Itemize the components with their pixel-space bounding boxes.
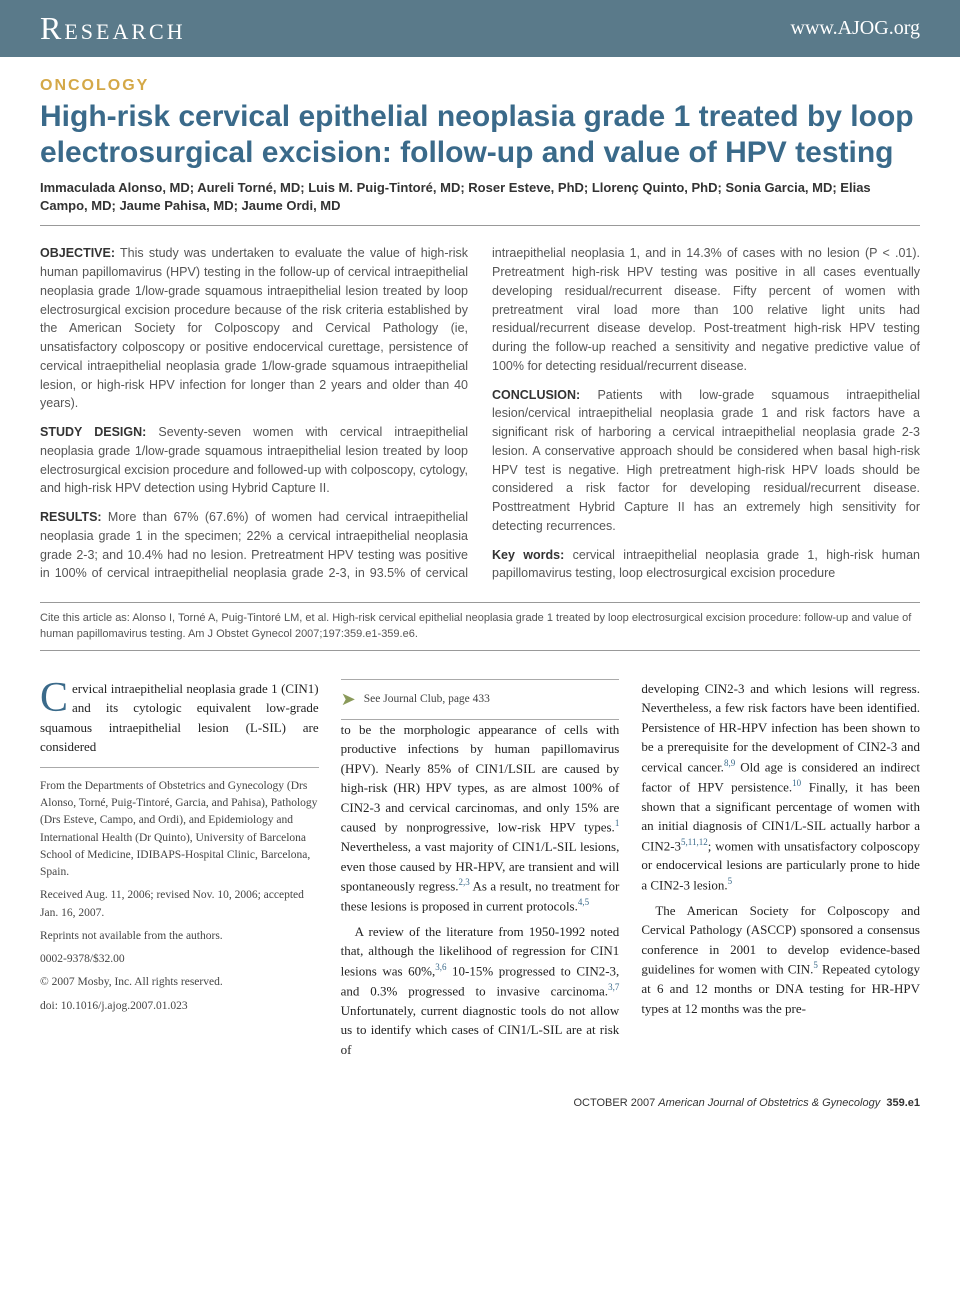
footer-issue: OCTOBER 2007 <box>573 1097 655 1109</box>
body-p1-text: ervical intraepithelial neoplasia grade … <box>40 681 319 755</box>
abstract-study-design: STUDY DESIGN: Seventy-seven women with c… <box>40 423 468 498</box>
article-content: ONCOLOGY High-risk cervical epithelial n… <box>0 57 960 1089</box>
body-p2: to be the morphologic appearance of cell… <box>341 720 620 916</box>
results-heading: RESULTS: <box>40 510 102 524</box>
abstract-conclusion: CONCLUSION: Patients with low-grade squa… <box>492 386 920 536</box>
journal-club-text: See Journal Club, page 433 <box>364 691 490 708</box>
ref-89[interactable]: 8,9 <box>724 758 735 768</box>
arrow-icon: ➤ <box>341 686 356 713</box>
category-label: ONCOLOGY <box>40 77 920 95</box>
footer-journal: American Journal of Obstetrics & Gynecol… <box>658 1097 880 1109</box>
ref-36[interactable]: 3,6 <box>435 962 446 972</box>
abstract-keywords: Key words: cervical intraepithelial neop… <box>492 546 920 584</box>
ref-1[interactable]: 1 <box>615 818 620 828</box>
affil-issn: 0002-9378/$32.00 <box>40 951 319 968</box>
divider <box>40 225 920 226</box>
journal-header: Research www.AJOG.org <box>0 0 960 57</box>
affil-reprints: Reprints not available from the authors. <box>40 928 319 945</box>
author-list: Immaculada Alonso, MD; Aureli Torné, MD;… <box>40 179 920 215</box>
ref-37[interactable]: 3,7 <box>608 982 619 992</box>
study-heading: STUDY DESIGN: <box>40 425 146 439</box>
ref-45[interactable]: 4,5 <box>578 897 589 907</box>
article-title: High-risk cervical epithelial neoplasia … <box>40 99 920 171</box>
affil-doi: doi: 10.1016/j.ajog.2007.01.023 <box>40 998 319 1015</box>
ref-23[interactable]: 2,3 <box>459 877 470 887</box>
ref-51112[interactable]: 5,11,12 <box>681 837 708 847</box>
journal-club-link[interactable]: ➤ See Journal Club, page 433 <box>341 679 620 720</box>
journal-url: www.AJOG.org <box>791 17 920 40</box>
body-p4: developing CIN2-3 and which lesions will… <box>641 679 920 895</box>
body-p5: The American Society for Colposcopy and … <box>641 901 920 1018</box>
ref-5a[interactable]: 5 <box>728 876 733 886</box>
objective-text: This study was undertaken to evaluate th… <box>40 246 468 410</box>
affil-received: Received Aug. 11, 2006; revised Nov. 10,… <box>40 887 319 922</box>
affil-from: From the Departments of Obstetrics and G… <box>40 778 319 882</box>
body-p3: A review of the literature from 1950-199… <box>341 922 620 1059</box>
abstract-block: OBJECTIVE: This study was undertaken to … <box>40 244 920 588</box>
dropcap: C <box>40 679 72 717</box>
body-text: Cervical intraepithelial neoplasia grade… <box>40 679 920 1059</box>
body-p1: Cervical intraepithelial neoplasia grade… <box>40 679 319 757</box>
footer-page: 359.e1 <box>886 1097 920 1109</box>
p3c: Unfortunately, current diagnostic tools … <box>341 1003 620 1057</box>
p2a: to be the morphologic appearance of cell… <box>341 722 620 835</box>
page-footer: OCTOBER 2007 American Journal of Obstetr… <box>0 1089 960 1129</box>
conclusion-text: Patients with low-grade squamous intraep… <box>492 388 920 533</box>
citation-box: Cite this article as: Alonso I, Torné A,… <box>40 602 920 651</box>
objective-heading: OBJECTIVE: <box>40 246 115 260</box>
ref-10[interactable]: 10 <box>792 778 801 788</box>
keywords-heading: Key words: <box>492 548 564 562</box>
conclusion-heading: CONCLUSION: <box>492 388 580 402</box>
abstract-objective: OBJECTIVE: This study was undertaken to … <box>40 244 468 413</box>
affil-copyright: © 2007 Mosby, Inc. All rights reserved. <box>40 974 319 991</box>
section-name: Research <box>40 10 186 47</box>
